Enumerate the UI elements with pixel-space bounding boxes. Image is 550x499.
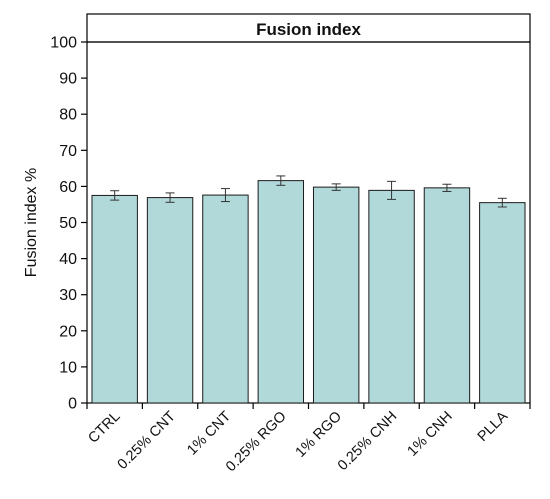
- chart-title: Fusion index: [256, 20, 361, 39]
- y-tick-label: 70: [59, 143, 77, 160]
- x-tick-label: 0.25% CNH: [335, 409, 400, 474]
- error-bar: [442, 183, 452, 192]
- x-tick-label: 1% CNT: [184, 408, 234, 458]
- y-tick-label: 30: [59, 287, 77, 304]
- x-tick-label: PLLA: [475, 408, 512, 445]
- bars: [91, 180, 526, 404]
- bar: [202, 194, 249, 404]
- y-tick-label: 50: [59, 215, 77, 232]
- x-tick-label: 0.25% RGO: [223, 409, 290, 476]
- x-tick-label: CTRL: [85, 409, 123, 447]
- x-tick-label: 0.25% CNT: [115, 408, 179, 472]
- error-bar: [165, 192, 175, 203]
- error-bar: [387, 180, 397, 200]
- y-tick-label: 20: [59, 323, 77, 340]
- y-tick-label: 80: [59, 107, 77, 124]
- x-tick-label: 1% CNH: [405, 409, 456, 460]
- bar: [479, 202, 526, 404]
- y-tick-label: 10: [59, 359, 77, 376]
- bar: [257, 180, 305, 404]
- y-tick-label: 0: [68, 396, 77, 413]
- bar: [91, 194, 138, 404]
- error-bar: [110, 190, 120, 201]
- error-bar: [276, 175, 286, 186]
- error-bar: [220, 188, 230, 203]
- bar: [423, 187, 471, 404]
- y-axis-ticks: 0 10 20 30 40 50 60 70 80 90 100: [50, 35, 87, 413]
- chart-title-box: [86, 13, 531, 43]
- y-tick-label: 40: [59, 251, 77, 268]
- error-bars: [110, 175, 507, 208]
- bar: [312, 186, 360, 404]
- y-tick-label: 100: [50, 35, 77, 52]
- bar: [146, 197, 194, 404]
- y-axis-label: Fusion index %: [23, 168, 40, 277]
- bar: [368, 189, 415, 404]
- error-bar: [497, 197, 507, 208]
- error-bar: [331, 183, 341, 191]
- y-tick-label: 90: [59, 71, 77, 88]
- x-tick-label: 1% RGO: [293, 409, 345, 461]
- y-tick-label: 60: [59, 179, 77, 196]
